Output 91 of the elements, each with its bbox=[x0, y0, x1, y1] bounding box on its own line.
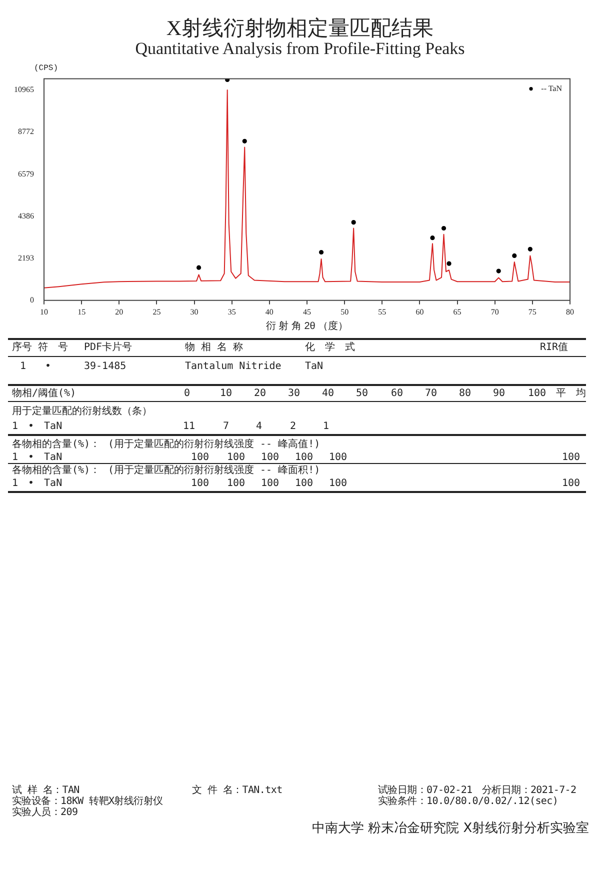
point bbox=[496, 268, 501, 274]
point bbox=[351, 220, 356, 225]
y-axis-title: (CPS) bbox=[34, 64, 58, 73]
x-tick-label: 40 bbox=[265, 307, 274, 316]
text: 1 bbox=[323, 421, 330, 432]
text: 实验设备：18KW 转靶X射线衍射仪 bbox=[12, 796, 163, 807]
x-tick-label: 30 bbox=[190, 307, 198, 316]
text: 20 bbox=[254, 388, 266, 399]
text: Tantalum Nitride bbox=[185, 361, 282, 372]
text: 80 bbox=[459, 388, 472, 399]
text: 1 • TaN bbox=[12, 478, 62, 489]
text: 1 bbox=[20, 361, 26, 372]
chart-title: X射线衍射物相定量匹配结果 bbox=[165, 15, 435, 42]
text: 实验条件：10.0/80.0/0.02/.12(sec) bbox=[378, 796, 558, 807]
text: 物相/阈值(%) bbox=[12, 388, 76, 399]
text: 40 bbox=[322, 388, 334, 399]
x-tick-label: 70 bbox=[490, 307, 499, 316]
text: 100 bbox=[528, 388, 546, 399]
text: 39-1485 bbox=[84, 361, 126, 372]
point bbox=[318, 250, 324, 255]
x-tick-label: 50 bbox=[340, 307, 349, 316]
text: 100 bbox=[191, 452, 210, 463]
text: 物 相 名 称 bbox=[185, 342, 244, 353]
text: 中南大学 粉末冶金研究院 X射线衍射分析实验室 bbox=[312, 821, 590, 836]
text: 1 • TaN bbox=[12, 421, 62, 432]
point bbox=[242, 138, 247, 144]
text: 平 均 bbox=[556, 388, 586, 399]
x-tick-label: 35 bbox=[228, 307, 236, 316]
point bbox=[528, 246, 532, 252]
text: 试 样 名：TAN bbox=[12, 785, 80, 796]
x-tick-label: 20 bbox=[115, 307, 124, 316]
y-tick-label: 2193 bbox=[18, 253, 34, 262]
text: 2 bbox=[290, 421, 296, 432]
y-tick-label: 6579 bbox=[18, 169, 34, 178]
text: 100 bbox=[295, 478, 314, 489]
x-tick-label: 60 bbox=[416, 307, 424, 316]
text: 4 bbox=[256, 421, 262, 432]
text: 100 bbox=[295, 452, 314, 463]
text: 实验人员：209 bbox=[12, 807, 78, 818]
text: 10 bbox=[220, 388, 232, 399]
text: 100 bbox=[562, 478, 580, 489]
text: RIR值 bbox=[540, 342, 568, 353]
x-tick-label: 55 bbox=[378, 307, 386, 316]
text: 用于定量匹配的衍射线数（条） bbox=[12, 406, 152, 417]
text: 试验日期：07-02-21 分析日期：2021-7-2 bbox=[378, 785, 576, 796]
text: 100 bbox=[329, 478, 348, 489]
y-tick-label: 8772 bbox=[18, 127, 34, 136]
text: 100 bbox=[261, 452, 280, 463]
text: 7 bbox=[223, 421, 230, 432]
text: PDF卡片号 bbox=[84, 342, 132, 353]
text: 1 • TaN bbox=[12, 452, 62, 463]
text: 60 bbox=[391, 388, 404, 399]
text: 100 bbox=[227, 452, 246, 463]
y-tick-label: 10965 bbox=[14, 85, 34, 94]
text: (用于定量匹配的衍射衍射线强度 -- 峰面积!) bbox=[108, 465, 320, 476]
text: 90 bbox=[493, 388, 506, 399]
chart-subtitle: Quantitative Analysis from Profile-Fitting Peaks bbox=[134, 39, 466, 59]
text: 100 bbox=[191, 478, 210, 489]
x-tick-label: 25 bbox=[152, 307, 161, 316]
text: 100 bbox=[562, 452, 580, 463]
text: 各物相的含量(%)： bbox=[12, 465, 100, 476]
x-axis-title: 衍 射 角 2θ （度） bbox=[266, 320, 348, 332]
text: 50 bbox=[356, 388, 368, 399]
text: 化 学 式 bbox=[305, 342, 355, 353]
x-tick-label: 75 bbox=[528, 307, 536, 316]
point bbox=[446, 261, 452, 266]
point bbox=[430, 236, 435, 240]
text: 各物相的含量(%)： bbox=[12, 439, 100, 450]
text: 序号 符 号 bbox=[12, 342, 68, 353]
text: 0 bbox=[184, 388, 190, 399]
x-tick-label: 15 bbox=[78, 307, 86, 316]
text: 文 件 名：TAN.txt bbox=[192, 785, 282, 796]
text: 30 bbox=[288, 388, 300, 399]
text: 70 bbox=[425, 388, 438, 399]
text: (用于定量匹配的衍射衍射线强度 -- 峰高值!) bbox=[108, 439, 320, 450]
x-tick-label: 10 bbox=[40, 307, 48, 316]
text: 11 bbox=[183, 421, 196, 432]
point bbox=[512, 253, 517, 258]
text: • bbox=[45, 361, 52, 372]
text: 100 bbox=[227, 478, 246, 489]
text: TaN bbox=[305, 361, 324, 372]
point bbox=[441, 226, 446, 231]
legend-label: -- TaN bbox=[541, 84, 562, 93]
y-tick-label: 0 bbox=[30, 295, 34, 304]
x-tick-label: 80 bbox=[566, 307, 574, 316]
x-tick-label: 65 bbox=[453, 307, 462, 316]
text: 100 bbox=[329, 452, 348, 463]
point bbox=[196, 265, 202, 270]
y-tick-label: 4386 bbox=[18, 211, 34, 220]
x-tick-label: 45 bbox=[303, 307, 311, 316]
text: 100 bbox=[261, 478, 280, 489]
